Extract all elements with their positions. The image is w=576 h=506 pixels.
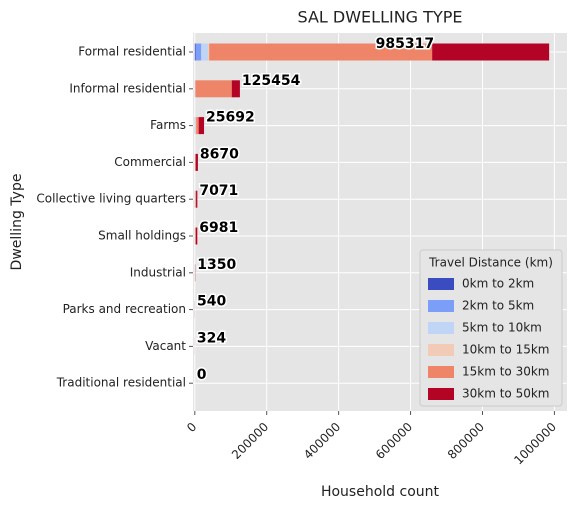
total-label: 985317 <box>376 36 434 52</box>
legend: Travel Distance (km) 0km to 2km 2km to 5km… <box>419 249 563 407</box>
y-tick-label: Industrial <box>130 265 186 279</box>
bar-segment <box>198 117 205 135</box>
total-label: 324 <box>197 330 226 346</box>
bar-segment <box>196 190 198 208</box>
bars <box>194 43 550 355</box>
x-tick-label: 200000 <box>229 420 271 462</box>
bar-segment <box>208 43 210 61</box>
bar-segment <box>195 117 197 135</box>
legend-label: 0km to 2km <box>462 277 534 291</box>
total-label: 125454 <box>242 73 301 89</box>
legend-label: 15km to 30km <box>462 365 550 379</box>
y-tick-label: Formal residential <box>78 45 186 59</box>
legend-label: 2km to 5km <box>462 299 534 313</box>
total-label: 8670 <box>200 146 239 162</box>
total-label: 6981 <box>199 220 238 236</box>
y-tick-label: Vacant <box>145 339 186 353</box>
x-tick-label: 800000 <box>445 420 487 462</box>
legend-label: 30km to 50km <box>462 387 550 401</box>
y-tick-label: Informal residential <box>69 81 186 95</box>
total-label: 540 <box>197 294 226 310</box>
x-tick-label: 600000 <box>373 420 415 462</box>
x-tick-label: 1000000 <box>511 420 559 468</box>
bar-segment <box>196 117 199 135</box>
total-label: 7071 <box>199 183 238 199</box>
bar-segment <box>195 227 198 245</box>
total-label: 0 <box>197 367 207 383</box>
bar-segment <box>195 80 232 98</box>
legend-box <box>419 249 563 407</box>
legend-label: 5km to 10km <box>462 321 542 335</box>
labels: Formal residential 985317 Informal residen… <box>36 35 435 390</box>
bar-segment <box>195 43 202 61</box>
y-tick-label: Parks and recreation <box>63 302 186 316</box>
y-tick-label: Small holdings <box>98 229 186 243</box>
bar-segment <box>209 43 433 61</box>
legend-title: Travel Distance (km) <box>428 256 553 270</box>
total-label: 1350 <box>197 257 236 273</box>
chart-title: SAL DWELLING TYPE <box>298 8 463 27</box>
x-axis-label: Household count <box>321 484 440 500</box>
bar-segment <box>231 80 240 98</box>
legend-swatch <box>428 300 454 312</box>
bar-segment <box>432 43 550 61</box>
bar-segment <box>195 190 197 208</box>
bar-segment <box>194 43 196 61</box>
legend-swatch <box>428 322 454 334</box>
legend-label: 10km to 15km <box>462 343 550 357</box>
y-tick-label: Farms <box>150 118 186 132</box>
y-tick-label: Collective living quarters <box>36 192 186 206</box>
bar-segment <box>201 43 209 61</box>
total-label: 25692 <box>206 110 255 126</box>
bar-segment <box>195 227 196 245</box>
x-tick-label: 400000 <box>301 420 343 462</box>
y-tick-label: Traditional residential <box>56 376 186 390</box>
x-tick-label: 0 <box>184 420 199 435</box>
legend-swatch <box>428 344 454 356</box>
bar-segment <box>195 153 196 171</box>
legend-swatch <box>428 278 454 290</box>
legend-swatch <box>428 366 454 378</box>
y-tick-label: Commercial <box>114 155 186 169</box>
legend-swatch <box>428 388 454 400</box>
y-axis-label: Dwelling Type <box>9 174 25 271</box>
bar-segment <box>195 153 198 171</box>
